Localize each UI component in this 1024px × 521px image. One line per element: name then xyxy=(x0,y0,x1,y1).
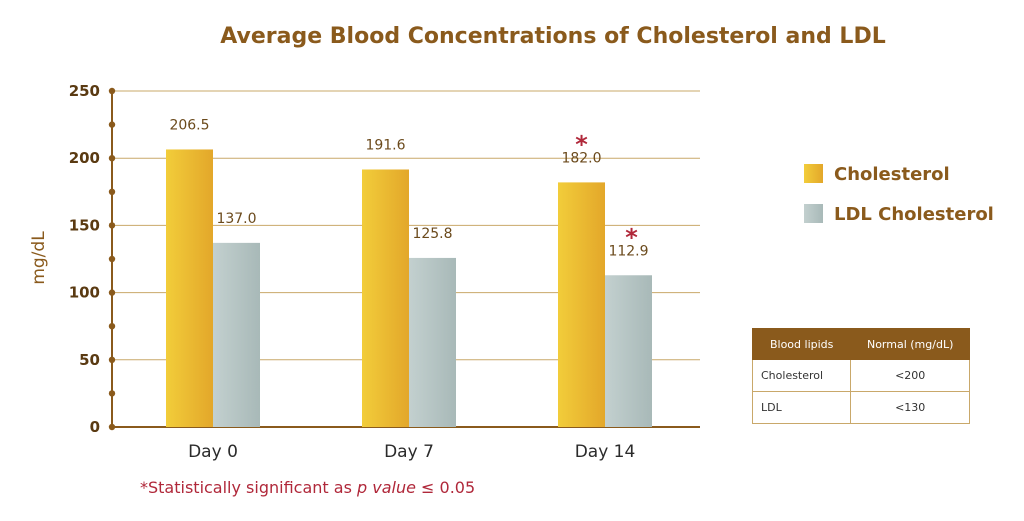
value-label: 191.6 xyxy=(365,137,405,153)
y-tick-label: 50 xyxy=(79,351,100,369)
row-ldl-value: <130 xyxy=(850,391,970,424)
legend-swatch xyxy=(804,164,823,183)
y-tick-label: 0 xyxy=(90,418,100,436)
header-blood-lipids: Blood lipids xyxy=(751,328,852,360)
y-axis-dot xyxy=(108,188,116,195)
row-ldl-name: LDL xyxy=(751,391,852,424)
value-label: 182.0 xyxy=(561,150,601,166)
legend-swatch xyxy=(804,204,823,223)
y-axis-dot xyxy=(108,87,116,95)
legend-label: Cholesterol xyxy=(834,164,950,185)
y-axis-dot xyxy=(108,289,116,296)
bar-ldl-cholesterol xyxy=(213,242,260,427)
table-row: Cholesterol <200 xyxy=(751,359,970,392)
x-tick-label: Day 7 xyxy=(384,442,434,462)
y-axis-label: mg/dL xyxy=(29,231,49,285)
legend-label: LDL Cholesterol xyxy=(834,204,994,225)
significance-star: * xyxy=(575,130,588,158)
chart-title: Average Blood Concentrations of Choleste… xyxy=(220,24,885,49)
bar-cholesterol xyxy=(166,149,213,428)
value-label: 125.8 xyxy=(412,226,452,242)
y-axis-dot xyxy=(108,121,116,128)
row-cholesterol-name: Cholesterol xyxy=(751,359,852,392)
y-axis-dot xyxy=(108,155,116,162)
y-tick-label: 250 xyxy=(69,82,100,100)
bar-ldl-cholesterol xyxy=(409,257,456,427)
y-axis-dot xyxy=(108,323,116,330)
y-axis-dot xyxy=(108,255,116,263)
bar-cholesterol xyxy=(558,182,605,427)
footnote: *Statistically significant as p value ≤ … xyxy=(140,478,475,497)
x-tick-label: Day 14 xyxy=(575,442,636,462)
reference-table-header: Blood lipids Normal (mg/dL) xyxy=(751,328,970,360)
footnote-prefix: *Statistically significant as xyxy=(140,478,357,497)
legend: Cholesterol LDL Cholesterol xyxy=(804,164,994,225)
y-tick-label: 100 xyxy=(69,284,100,302)
reference-table: Blood lipids Normal (mg/dL) Cholesterol … xyxy=(751,328,970,424)
x-tick-label: Day 0 xyxy=(188,442,238,462)
row-cholesterol-value: <200 xyxy=(850,359,970,392)
footnote-italic: p value xyxy=(356,478,416,497)
table-row: LDL <130 xyxy=(751,391,970,424)
header-normal: Normal (mg/dL) xyxy=(850,328,970,360)
plot-area: 0 50 100 150 200 250 206.5 137.0 Day 0 191.6 125.8… xyxy=(69,82,700,462)
significance-star: * xyxy=(625,223,638,251)
value-label: 112.9 xyxy=(608,243,648,259)
value-label: 206.5 xyxy=(169,117,209,133)
y-axis-dot xyxy=(108,390,116,397)
y-tick-label: 200 xyxy=(69,149,100,167)
bar-ldl-cholesterol xyxy=(605,275,652,427)
footnote-suffix: ≤ 0.05 xyxy=(415,478,476,497)
y-tick-label: 150 xyxy=(69,216,100,234)
y-axis-dot xyxy=(108,356,116,363)
bar-cholesterol xyxy=(362,169,409,427)
y-axis-dot xyxy=(108,222,116,229)
value-label: 137.0 xyxy=(216,211,256,227)
